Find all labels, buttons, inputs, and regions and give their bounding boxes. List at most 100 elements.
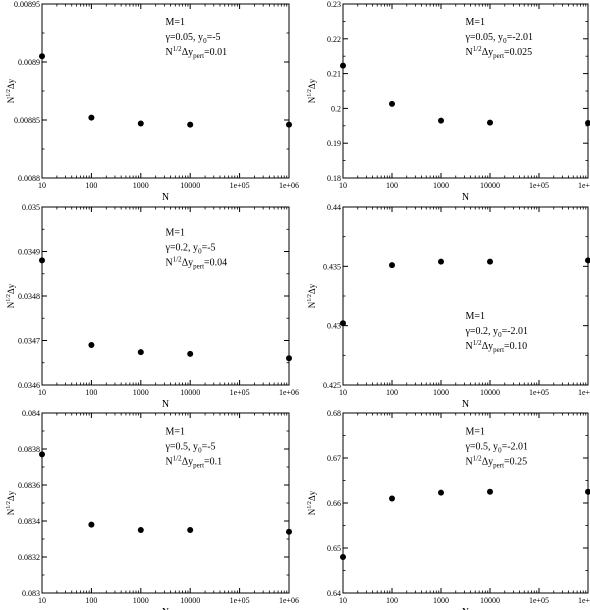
x-tick-label: 1e+06: [578, 181, 590, 190]
panel-2: 10 100 1000 10000 1e+05 1e+06 0.18 0.19 0.2 0.21 0…: [307, 0, 590, 203]
x-axis-label: N: [162, 607, 169, 610]
y-tick-label: 0.035: [22, 203, 40, 212]
annotation-params: γ=0.5, y0=-5: [165, 442, 216, 455]
y-tick-label: 0.425: [323, 381, 341, 390]
data-point: [187, 350, 194, 357]
x-tick-label: 1e+06: [578, 596, 590, 605]
y-tick-label: 0.44: [327, 203, 341, 212]
panel-1: 10 100 1000 10000 1e+05 1e+06 0.0088 0.00885 0.0…: [6, 0, 299, 203]
y-tick-label: 0.435: [323, 262, 341, 271]
y-axis-label: N1/2Δy: [6, 78, 16, 103]
annotation-perturbation: N1/2Δypert=0.25: [466, 455, 528, 470]
x-tick-label: 1e+06: [578, 388, 590, 397]
data-point: [39, 451, 45, 458]
x-tick-label: 10: [38, 181, 46, 190]
x-tick-label: 100: [85, 388, 97, 397]
annotation-perturbation: N1/2Δypert=0.10: [466, 339, 528, 354]
x-tick-label: 10: [38, 388, 46, 397]
x-tick-label: 100: [386, 596, 398, 605]
x-axis-label: N: [462, 192, 469, 203]
data-point: [39, 53, 45, 60]
data-point: [286, 528, 292, 535]
y-axis-label: N1/2Δy: [307, 78, 317, 103]
data-point: [137, 120, 144, 127]
annotation-perturbation: N1/2Δypert=0.04: [166, 255, 228, 270]
x-tick-label: 100: [85, 596, 97, 605]
x-tick-label: 10: [38, 596, 46, 605]
x-tick-label: 10000: [180, 388, 200, 397]
annotation-params: γ=0.2, y0=-5: [165, 242, 216, 255]
x-tick-label: 10: [339, 596, 347, 605]
plot-frame: [342, 206, 589, 386]
annotation-model: M=1: [466, 17, 486, 28]
annotation-model: M=1: [466, 311, 486, 322]
y-tick-label: 0.00895: [14, 0, 40, 9]
x-tick-label: 100: [386, 388, 398, 397]
data-point: [137, 527, 144, 533]
annotation-perturbation: N1/2Δypert=0.1: [166, 455, 223, 470]
data-point: [187, 121, 194, 128]
x-tick-label: 1e+05: [230, 181, 250, 190]
x-tick-label: 100: [85, 181, 97, 190]
x-tick-label: 1000: [133, 596, 149, 605]
panel-4: 10 100 1000 10000 1e+05 1e+06 0.425 0.43 0.435 0.…: [307, 203, 590, 410]
data-point: [286, 355, 292, 362]
y-axis-label: N1/2Δy: [6, 490, 16, 515]
y-tick-label: 0.084: [22, 409, 40, 418]
x-tick-label: 1000: [133, 388, 149, 397]
x-tick-label: 1e+05: [529, 181, 549, 190]
y-tick-label: 0.0836: [18, 481, 40, 490]
y-tick-label: 0.66: [327, 499, 341, 508]
y-tick-label: 0.23: [327, 0, 341, 9]
x-axis-label: N: [162, 399, 169, 410]
x-tick-label: 1e+05: [529, 388, 549, 397]
x-tick-label: 10000: [180, 181, 200, 190]
y-tick-label: 0.083: [22, 589, 40, 598]
y-axis-label: N1/2Δy: [6, 283, 16, 308]
y-axis-label: N1/2Δy: [307, 490, 317, 515]
annotation-model: M=1: [466, 427, 486, 438]
plot-frame: [41, 3, 290, 179]
x-tick-label: 1000: [433, 388, 449, 397]
y-tick-label: 0.64: [327, 589, 341, 598]
data-point: [487, 258, 493, 265]
annotation-model: M=1: [166, 17, 186, 28]
annotation-params: γ=0.05, y0=-5: [165, 32, 221, 45]
data-point: [340, 62, 346, 69]
annotation-params: γ=0.5, y0=-2.01: [465, 442, 529, 455]
data-point: [187, 527, 194, 533]
x-axis-label: N: [462, 399, 469, 410]
x-tick-label: 10000: [180, 596, 200, 605]
x-tick-label: 100: [386, 181, 398, 190]
annotation-model: M=1: [166, 227, 186, 238]
data-point: [389, 495, 395, 502]
data-point: [438, 258, 444, 265]
y-tick-label: 0.43: [327, 322, 341, 331]
y-tick-label: 0.0349: [18, 248, 40, 257]
y-tick-label: 0.0832: [18, 553, 40, 562]
x-tick-label: 1e+06: [279, 596, 299, 605]
x-tick-label: 1000: [433, 596, 449, 605]
data-point: [438, 489, 444, 496]
y-tick-label: 0.0347: [18, 337, 40, 346]
y-tick-label: 0.0348: [18, 292, 40, 301]
x-tick-label: 1000: [433, 181, 449, 190]
data-point: [88, 341, 95, 348]
annotation-model: M=1: [166, 427, 186, 438]
x-tick-label: 1e+06: [279, 388, 299, 397]
x-axis-label: N: [462, 607, 469, 610]
y-tick-label: 0.22: [327, 35, 341, 44]
x-axis-label: N: [162, 192, 169, 203]
data-point: [340, 554, 346, 560]
plot-frame: [342, 3, 589, 179]
panel-3: 10 100 1000 10000 1e+05 1e+06 0.0346 0.0347 0.03…: [6, 203, 299, 410]
data-point: [487, 488, 493, 495]
panel-5: 10 100 1000 10000 1e+05 1e+06 0.083 0.0832 0.083…: [6, 409, 299, 610]
annotation-perturbation: N1/2Δypert=0.025: [466, 45, 533, 60]
y-tick-label: 0.18: [327, 174, 341, 183]
x-tick-label: 10000: [480, 388, 500, 397]
y-tick-label: 0.19: [327, 139, 341, 148]
y-axis-label: N1/2Δy: [307, 283, 317, 308]
y-tick-label: 0.0088: [18, 174, 40, 183]
y-tick-label: 0.00885: [14, 116, 40, 125]
